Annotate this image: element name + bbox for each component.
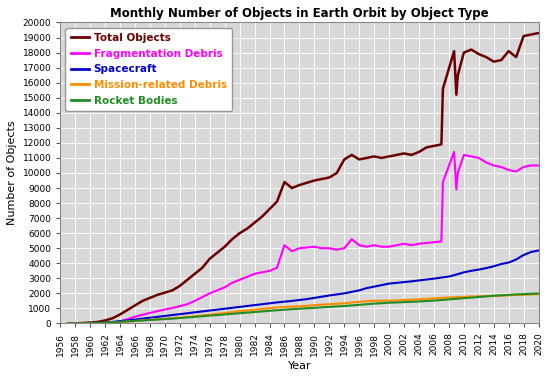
Spacecraft bbox=[371, 284, 377, 289]
Fragmentation Debris bbox=[214, 288, 221, 293]
Line: Mission-related Debris: Mission-related Debris bbox=[68, 294, 538, 324]
Spacecraft bbox=[364, 286, 370, 290]
Spacecraft bbox=[124, 318, 131, 323]
Line: Spacecraft: Spacecraft bbox=[68, 251, 538, 324]
Fragmentation Debris bbox=[439, 180, 446, 184]
Line: Fragmentation Debris: Fragmentation Debris bbox=[68, 152, 538, 324]
Fragmentation Debris bbox=[102, 321, 108, 325]
Rocket Bodies bbox=[296, 307, 303, 311]
Total Objects bbox=[64, 321, 71, 326]
Title: Monthly Number of Objects in Earth Orbit by Object Type: Monthly Number of Objects in Earth Orbit… bbox=[110, 7, 489, 20]
Fragmentation Debris bbox=[535, 163, 542, 168]
Rocket Bodies bbox=[535, 291, 542, 296]
Line: Total Objects: Total Objects bbox=[68, 33, 538, 324]
Rocket Bodies bbox=[258, 309, 265, 314]
Spacecraft bbox=[326, 293, 333, 298]
Y-axis label: Number of Objects: Number of Objects bbox=[7, 121, 17, 225]
Fragmentation Debris bbox=[274, 265, 280, 270]
Rocket Bodies bbox=[326, 305, 333, 309]
Rocket Bodies bbox=[364, 302, 370, 307]
Fragmentation Debris bbox=[505, 168, 512, 172]
Total Objects bbox=[184, 277, 191, 282]
Line: Rocket Bodies: Rocket Bodies bbox=[68, 294, 538, 324]
Mission-related Debris bbox=[371, 299, 377, 303]
Legend: Total Objects, Fragmentation Debris, Spacecraft, Mission-related Debris, Rocket : Total Objects, Fragmentation Debris, Spa… bbox=[65, 28, 232, 111]
Mission-related Debris bbox=[364, 299, 370, 304]
Mission-related Debris bbox=[535, 292, 542, 296]
Total Objects bbox=[214, 251, 221, 255]
Total Objects bbox=[535, 31, 542, 35]
Mission-related Debris bbox=[296, 304, 303, 308]
Spacecraft bbox=[258, 302, 265, 307]
Mission-related Debris bbox=[258, 307, 265, 311]
Spacecraft bbox=[296, 298, 303, 302]
Total Objects bbox=[498, 58, 504, 62]
Mission-related Debris bbox=[64, 321, 71, 326]
Mission-related Debris bbox=[326, 302, 333, 307]
Mission-related Debris bbox=[124, 319, 131, 324]
Rocket Bodies bbox=[64, 321, 71, 326]
Total Objects bbox=[139, 299, 146, 303]
Rocket Bodies bbox=[124, 319, 131, 324]
Rocket Bodies bbox=[371, 301, 377, 306]
Total Objects bbox=[274, 199, 280, 204]
Fragmentation Debris bbox=[184, 302, 191, 307]
X-axis label: Year: Year bbox=[288, 361, 311, 371]
Total Objects bbox=[439, 87, 446, 91]
Spacecraft bbox=[64, 321, 71, 326]
Spacecraft bbox=[535, 248, 542, 253]
Fragmentation Debris bbox=[64, 321, 71, 326]
Fragmentation Debris bbox=[451, 150, 458, 154]
